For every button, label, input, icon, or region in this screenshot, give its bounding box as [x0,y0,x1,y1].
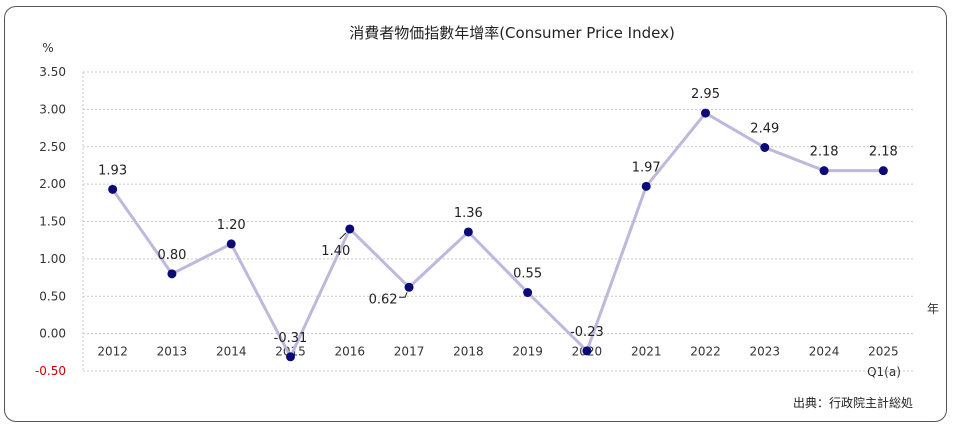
y-tick-label: 3.00 [39,102,66,116]
y-tick-label: 2.00 [39,177,66,191]
x-tick-label: 2023 [750,345,781,359]
leader-line [399,292,408,298]
data-point [226,239,236,249]
y-tick-layer: 3.50 3.00 2.50 2.00 1.50 1.00 0.50 0.00 -0.50 [35,65,66,378]
data-point [404,282,414,292]
data-point [286,352,295,362]
series-line [111,111,884,361]
grid-layer [82,71,913,372]
x-tick-label: 2013 [157,345,188,359]
data-point [701,108,710,118]
data-point [345,224,355,234]
x-tick-label: 2021 [631,345,662,359]
data-label: -0.23 [570,325,604,340]
x-tick-label: 2025 [868,345,899,359]
data-label: 1.20 [217,218,246,233]
x-axis-unit: 年 [927,302,939,316]
data-point [760,142,770,152]
data-label: 1.97 [632,160,661,175]
y-tick-label: 2.50 [39,140,66,154]
x-tick-label: 2012 [97,345,128,359]
leader-line [339,232,347,240]
data-label: 0.80 [157,248,186,263]
data-label: 1.40 [321,244,350,259]
x-tick-label: 2017 [394,345,425,359]
category-note: Q1(a) [867,365,901,379]
y-tick-label: 0.50 [39,289,66,303]
y-axis-unit: % [42,41,53,55]
data-label: 1.36 [454,206,483,221]
x-tick-label: 2016 [335,345,366,359]
x-tick-label: 2019 [512,345,543,359]
y-tick-label: -0.50 [35,364,66,378]
x-tick-layer: 2012201320142015201620172018201920202021… [97,345,898,359]
data-point [167,269,177,279]
data-label: 2.18 [869,145,898,160]
chart-frame [4,6,947,422]
data-point [641,181,651,191]
x-tick-label: 2014 [216,345,247,359]
data-label: 1.93 [98,163,127,178]
leader-layer [339,232,408,298]
point-layer [108,108,888,362]
data-label: -0.31 [274,331,308,346]
data-point [108,184,118,194]
y-tick-label: 3.50 [39,65,66,79]
data-point [523,288,533,298]
x-tick-label: 2018 [453,345,484,359]
data-label: 0.62 [369,292,398,307]
data-label: 2.95 [691,87,720,102]
data-label: 0.55 [513,267,542,282]
x-tick-label: 2022 [690,345,721,359]
y-tick-label: 1.00 [39,252,66,266]
source-note: 出典：行政院主計総処 [793,395,913,410]
data-label-layer: 1.93 0.80 1.20 -0.31 1.40 0.62 1.36 0.55 -0.23 1.… [98,87,898,346]
data-point [878,166,888,176]
chart-title: 消費者物価指數年增率(Consumer Price Index) [349,24,675,42]
data-point [463,227,473,237]
data-label: 2.49 [750,121,779,136]
data-point [582,346,592,356]
x-tick-label: 2015 [275,345,306,359]
x-tick-label: 2024 [809,345,840,359]
y-tick-label: 0.00 [39,327,66,341]
data-point [819,166,829,176]
data-label: 2.18 [810,145,839,160]
y-tick-label: 1.50 [39,215,66,229]
